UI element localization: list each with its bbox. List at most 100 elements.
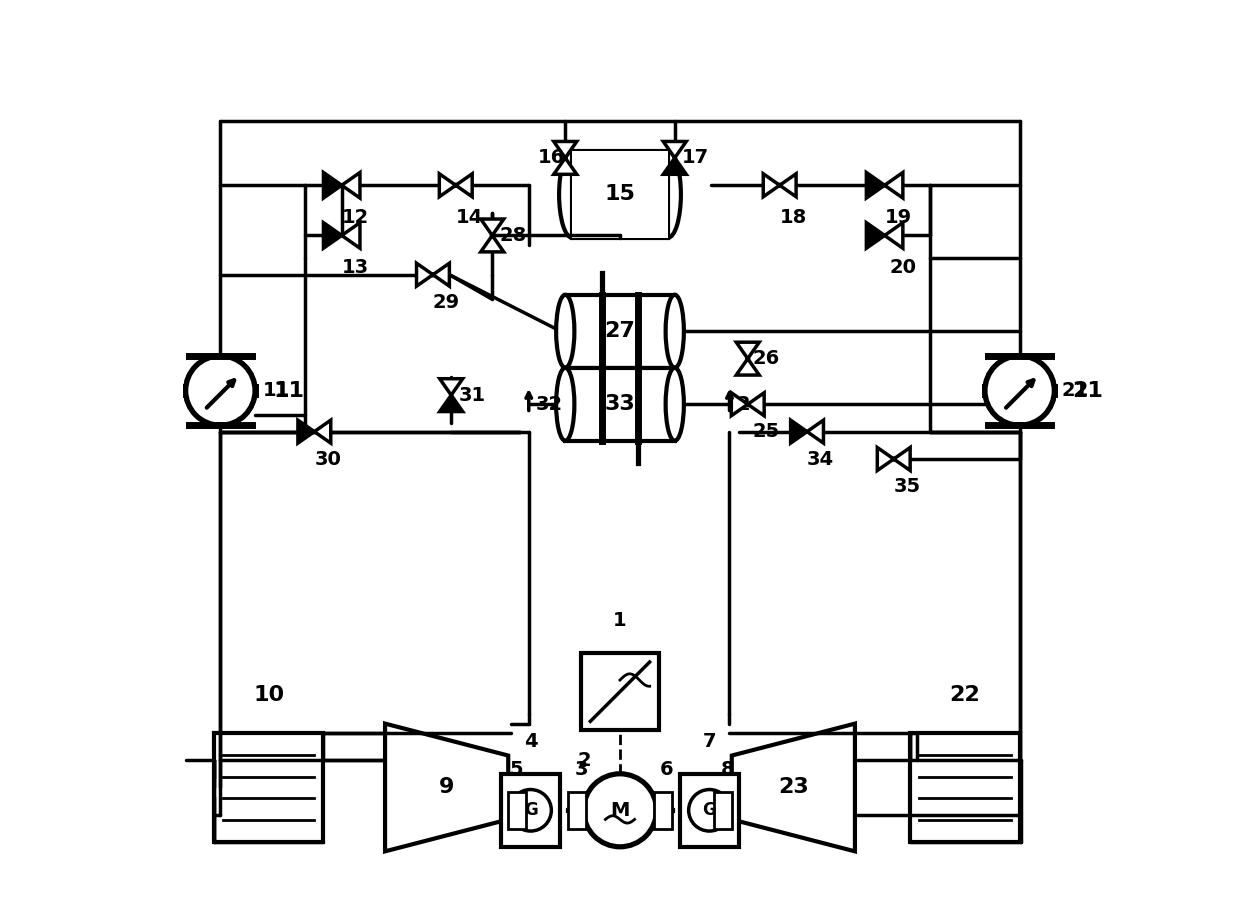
Circle shape — [432, 273, 435, 276]
Polygon shape — [417, 263, 433, 286]
Text: 31: 31 — [459, 386, 486, 405]
Polygon shape — [894, 447, 910, 471]
Text: M: M — [610, 800, 630, 820]
Polygon shape — [884, 223, 903, 248]
Bar — [582, 653, 658, 731]
Polygon shape — [439, 174, 456, 196]
Circle shape — [454, 184, 458, 187]
Text: 4: 4 — [523, 732, 537, 751]
Text: 34: 34 — [807, 450, 835, 468]
Polygon shape — [884, 173, 903, 198]
Polygon shape — [554, 158, 577, 174]
Bar — [568, 792, 587, 829]
Text: 16: 16 — [538, 149, 565, 167]
Text: 19: 19 — [884, 207, 911, 227]
Text: 23: 23 — [777, 778, 808, 798]
Polygon shape — [867, 223, 884, 248]
Polygon shape — [732, 393, 748, 416]
Bar — [565, 368, 675, 441]
Polygon shape — [663, 141, 686, 158]
Text: 30: 30 — [314, 450, 341, 468]
Polygon shape — [314, 420, 331, 443]
Circle shape — [745, 357, 750, 361]
Bar — [507, 792, 526, 829]
Polygon shape — [324, 173, 342, 198]
Polygon shape — [342, 173, 360, 198]
Text: 11: 11 — [263, 381, 290, 400]
Bar — [910, 733, 1019, 842]
Circle shape — [186, 356, 255, 425]
Text: 24: 24 — [737, 395, 764, 414]
Polygon shape — [481, 235, 503, 252]
Polygon shape — [737, 359, 759, 375]
Text: 7: 7 — [703, 732, 717, 751]
Polygon shape — [440, 395, 463, 411]
Polygon shape — [791, 420, 807, 443]
Polygon shape — [386, 723, 508, 851]
Polygon shape — [764, 174, 780, 196]
Bar — [572, 151, 668, 238]
Text: 8: 8 — [720, 760, 734, 778]
Polygon shape — [732, 723, 854, 851]
Ellipse shape — [666, 295, 684, 368]
Text: G: G — [703, 801, 717, 819]
Circle shape — [584, 774, 656, 846]
Text: 18: 18 — [780, 207, 807, 227]
Polygon shape — [780, 174, 796, 196]
Text: 12: 12 — [342, 207, 370, 227]
Circle shape — [777, 184, 781, 187]
Polygon shape — [737, 342, 759, 359]
Text: 5: 5 — [510, 760, 523, 778]
Circle shape — [745, 402, 750, 407]
Polygon shape — [663, 158, 686, 174]
Bar — [572, 151, 668, 238]
Polygon shape — [342, 223, 360, 248]
Text: 26: 26 — [753, 349, 780, 368]
Text: 3: 3 — [574, 760, 588, 778]
Text: 6: 6 — [660, 760, 673, 778]
Text: 17: 17 — [682, 149, 709, 167]
Circle shape — [186, 356, 255, 425]
Text: 9: 9 — [439, 778, 454, 798]
Circle shape — [563, 156, 567, 160]
Ellipse shape — [556, 368, 574, 441]
Text: 21: 21 — [1061, 381, 1089, 400]
Text: 27: 27 — [605, 321, 635, 341]
Text: 13: 13 — [342, 258, 368, 277]
Polygon shape — [554, 141, 577, 158]
Circle shape — [892, 457, 895, 461]
Text: 25: 25 — [753, 422, 780, 442]
Text: 28: 28 — [500, 226, 527, 245]
Polygon shape — [440, 379, 463, 395]
Polygon shape — [433, 263, 449, 286]
Text: 10: 10 — [253, 686, 284, 705]
Polygon shape — [298, 420, 314, 443]
Circle shape — [985, 356, 1054, 425]
Bar — [653, 792, 672, 829]
Polygon shape — [456, 174, 472, 196]
Text: 29: 29 — [433, 293, 460, 311]
Circle shape — [985, 356, 1054, 425]
Polygon shape — [807, 420, 823, 443]
Text: 14: 14 — [456, 207, 484, 227]
Polygon shape — [748, 393, 764, 416]
Text: 1: 1 — [614, 611, 626, 630]
Text: 35: 35 — [894, 476, 921, 496]
Bar — [215, 733, 324, 842]
Bar — [680, 774, 739, 846]
Bar — [565, 295, 675, 368]
Text: 11: 11 — [273, 381, 304, 400]
Bar — [501, 774, 560, 846]
Polygon shape — [867, 173, 884, 198]
Text: 21: 21 — [1073, 381, 1104, 400]
Circle shape — [490, 233, 495, 238]
Bar — [714, 792, 733, 829]
Polygon shape — [324, 223, 342, 248]
Ellipse shape — [666, 368, 684, 441]
Text: G: G — [523, 801, 537, 819]
Text: 22: 22 — [950, 686, 981, 705]
Text: 2: 2 — [577, 751, 590, 769]
Text: 33: 33 — [605, 394, 635, 414]
Text: 15: 15 — [605, 185, 635, 205]
Text: 20: 20 — [889, 258, 916, 277]
